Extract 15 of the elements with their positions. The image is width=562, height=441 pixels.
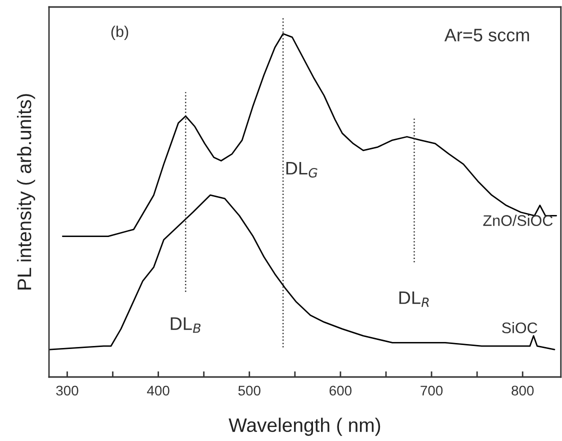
- series-label: ZnO/SiOC: [483, 214, 553, 226]
- x-tick-label: 600: [330, 386, 352, 396]
- ref-line-label: DL$_{B}$: [170, 317, 201, 333]
- x-axis-title: Wavelength ( nm): [228, 418, 380, 436]
- x-tick-label: 300: [56, 386, 78, 396]
- x-tick-label: 400: [147, 386, 170, 396]
- series-label: SiOC: [502, 322, 538, 334]
- annotation: Ar=5 sccm: [444, 28, 529, 42]
- x-tick-label: 700: [420, 386, 443, 396]
- ref-line-label: DL$_{G}$: [286, 162, 318, 178]
- annotation: (b): [111, 26, 128, 40]
- y-axis-title: PL intensity ( arb.units): [16, 94, 36, 290]
- ref-line-label: DL$_{R}$: [399, 292, 429, 307]
- x-tick-label: 500: [238, 386, 260, 396]
- x-tick-label: 800: [512, 386, 534, 396]
